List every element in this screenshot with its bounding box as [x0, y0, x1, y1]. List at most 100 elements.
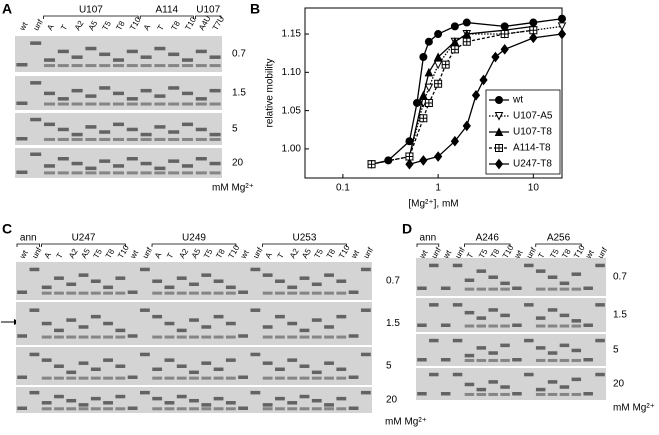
- gel-band: [152, 291, 163, 295]
- concentration-label: 1.5: [613, 310, 627, 321]
- gel-band: [57, 49, 69, 54]
- gel-band: [140, 161, 152, 166]
- lane-label: T10: [183, 15, 198, 32]
- gel-band: [213, 314, 224, 319]
- lane-label: T: [165, 251, 175, 260]
- concentration-label: 0.7: [386, 276, 400, 287]
- gel-band: [41, 407, 52, 411]
- gel-band: [112, 122, 125, 127]
- gel-band: [238, 375, 249, 379]
- gel-band: [78, 403, 89, 407]
- gel-band: [452, 263, 463, 268]
- gel-band: [559, 358, 570, 362]
- gel-band: [476, 346, 487, 350]
- lane-label: T8: [104, 247, 117, 260]
- gel-band: [464, 358, 475, 362]
- gel-band: [452, 303, 463, 307]
- gel-band: [103, 321, 113, 326]
- concentration-label: 20: [232, 158, 244, 169]
- gel-band: [201, 361, 212, 365]
- gel-band: [112, 102, 125, 106]
- gel-band: [238, 334, 249, 338]
- gel-band: [287, 291, 298, 295]
- unit-label: mM Mg²⁺: [613, 403, 655, 414]
- gel-band: [126, 49, 138, 54]
- marker: [450, 22, 459, 31]
- y-axis-label: relative mobility: [265, 59, 276, 128]
- gel-band: [127, 290, 138, 294]
- gel-band: [225, 376, 236, 380]
- marker: [419, 53, 428, 62]
- gel-band: [57, 157, 69, 161]
- gel-band: [176, 276, 187, 280]
- marker: [557, 22, 567, 31]
- gel-band: [189, 370, 199, 375]
- gel-band: [126, 97, 138, 101]
- gel-band: [547, 275, 558, 279]
- gel-band: [139, 267, 150, 272]
- gel-band: [43, 64, 56, 68]
- marker: [491, 51, 500, 63]
- lane-label: T: [55, 251, 65, 260]
- gel-band: [213, 407, 224, 411]
- gel-band: [262, 376, 273, 380]
- gel-band: [595, 338, 605, 343]
- gel-band: [164, 285, 175, 290]
- gel-band: [115, 394, 126, 399]
- gel-band: [500, 385, 510, 389]
- gel-band: [168, 52, 180, 57]
- gel-band: [90, 367, 101, 372]
- unit-label: mM Mg²⁺: [212, 183, 254, 194]
- gel-band: [29, 390, 40, 395]
- lane-label: T5: [92, 247, 105, 260]
- bracket: [262, 243, 347, 247]
- gel-band: [16, 170, 28, 174]
- marker: [424, 83, 434, 93]
- gel-band: [30, 117, 42, 122]
- gel-band: [29, 267, 40, 272]
- lane-label: unf: [596, 245, 610, 260]
- marker: [557, 28, 567, 40]
- marker: [419, 155, 428, 166]
- gel-band: [417, 323, 427, 327]
- gel-band: [348, 375, 359, 379]
- gel-band: [66, 318, 77, 322]
- gel-band: [112, 58, 125, 62]
- lane-label: A2: [177, 247, 190, 260]
- gel-band: [43, 91, 56, 96]
- gel-band: [43, 58, 56, 62]
- gel-band: [464, 287, 475, 291]
- gel-band: [535, 287, 546, 291]
- gel-band: [262, 407, 273, 411]
- gel-band: [54, 335, 64, 339]
- gel-band: [126, 137, 138, 141]
- gel-band: [181, 64, 194, 68]
- gel-band: [238, 290, 249, 294]
- gel-band: [112, 91, 125, 96]
- gel-band: [547, 392, 558, 396]
- gel-band: [311, 398, 322, 403]
- gel-band: [336, 396, 347, 401]
- gel-band: [41, 401, 52, 405]
- gel-band: [571, 319, 582, 323]
- gel-band: [127, 375, 138, 379]
- concentration-label: 1.5: [232, 88, 246, 99]
- gel-band: [54, 376, 64, 380]
- gel-band: [189, 291, 199, 295]
- gel-band: [71, 132, 83, 137]
- gel-band: [429, 303, 439, 307]
- gel-band: [66, 282, 77, 287]
- gel-band: [176, 364, 187, 368]
- gel-band: [140, 171, 152, 175]
- lane-label: A4U: [197, 14, 213, 32]
- gel-band: [488, 275, 498, 279]
- marker: [412, 98, 421, 107]
- gel-band: [299, 335, 310, 339]
- marker: [479, 74, 488, 86]
- gel-band: [189, 398, 199, 403]
- gel-band: [201, 335, 212, 339]
- lane-label: unf: [251, 245, 265, 260]
- gel-band: [57, 171, 69, 175]
- lane-label: T8: [214, 247, 227, 260]
- gel-band: [583, 323, 593, 327]
